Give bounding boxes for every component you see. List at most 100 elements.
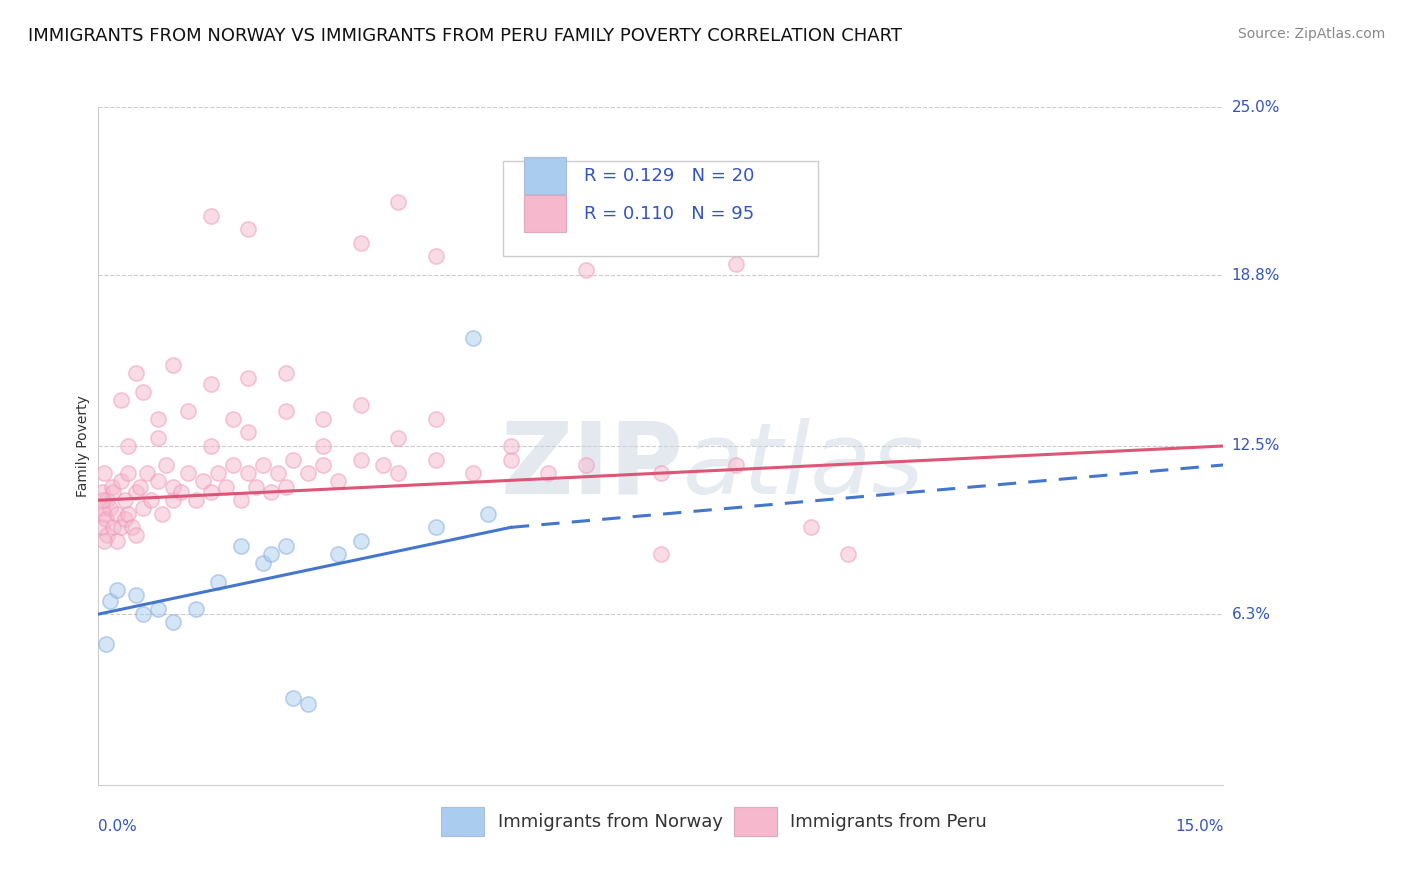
Text: 12.5%: 12.5% — [1232, 439, 1279, 453]
Point — [96, 528, 118, 542]
FancyBboxPatch shape — [441, 807, 484, 836]
Point — [387, 431, 409, 445]
Point — [105, 507, 128, 521]
Point — [425, 452, 447, 467]
Point — [575, 262, 598, 277]
Point — [91, 485, 114, 500]
FancyBboxPatch shape — [523, 156, 567, 194]
Point — [98, 593, 121, 607]
Point — [184, 493, 207, 508]
Point — [121, 520, 143, 534]
Point — [162, 358, 184, 372]
Point — [125, 528, 148, 542]
Point — [105, 533, 128, 548]
Point — [200, 485, 222, 500]
Point — [267, 466, 290, 480]
FancyBboxPatch shape — [503, 161, 818, 256]
Text: Source: ZipAtlas.com: Source: ZipAtlas.com — [1237, 27, 1385, 41]
Point — [274, 366, 297, 380]
Point — [128, 480, 150, 494]
Point — [297, 697, 319, 711]
Point — [125, 588, 148, 602]
Point — [162, 480, 184, 494]
Point — [312, 412, 335, 426]
Point — [537, 466, 560, 480]
Point — [91, 520, 114, 534]
Point — [139, 493, 162, 508]
Point — [117, 439, 139, 453]
Point — [222, 458, 245, 472]
Point — [177, 403, 200, 417]
Point — [193, 475, 215, 489]
Point — [148, 412, 170, 426]
Point — [207, 466, 229, 480]
Point — [350, 235, 373, 250]
Point — [425, 249, 447, 263]
Point — [463, 330, 485, 344]
Text: 15.0%: 15.0% — [1175, 819, 1223, 834]
Point — [238, 371, 260, 385]
Point — [162, 493, 184, 508]
Point — [425, 520, 447, 534]
Text: 6.3%: 6.3% — [1232, 607, 1271, 622]
Point — [91, 493, 114, 508]
Point — [148, 431, 170, 445]
Point — [724, 257, 747, 271]
Point — [200, 376, 222, 391]
Point — [463, 466, 485, 480]
Point — [260, 548, 283, 562]
Point — [110, 520, 132, 534]
Point — [136, 466, 159, 480]
Point — [328, 548, 350, 562]
Text: atlas: atlas — [683, 417, 925, 515]
Point — [387, 194, 409, 209]
Point — [101, 480, 124, 494]
Point — [132, 384, 155, 399]
Point — [350, 452, 373, 467]
Point — [110, 475, 132, 489]
Text: Immigrants from Norway: Immigrants from Norway — [498, 814, 723, 831]
Y-axis label: Family Poverty: Family Poverty — [76, 395, 90, 497]
Point — [200, 209, 222, 223]
Point — [162, 615, 184, 630]
Point — [650, 548, 672, 562]
FancyBboxPatch shape — [734, 807, 776, 836]
Point — [274, 539, 297, 553]
Point — [184, 601, 207, 615]
Point — [207, 574, 229, 589]
Point — [150, 507, 173, 521]
Point — [328, 475, 350, 489]
Point — [650, 466, 672, 480]
Point — [125, 485, 148, 500]
Point — [387, 466, 409, 480]
Point — [312, 439, 335, 453]
Point — [238, 466, 260, 480]
Point — [222, 412, 245, 426]
Text: Immigrants from Peru: Immigrants from Peru — [790, 814, 987, 831]
Point — [103, 520, 125, 534]
Point — [477, 507, 499, 521]
Point — [350, 533, 373, 548]
Point — [94, 512, 117, 526]
Point — [93, 533, 115, 548]
Point — [350, 398, 373, 412]
Point — [132, 607, 155, 621]
Point — [800, 520, 823, 534]
Point — [177, 466, 200, 480]
Text: R = 0.110   N = 95: R = 0.110 N = 95 — [585, 205, 755, 223]
Point — [252, 556, 274, 570]
Point — [274, 403, 297, 417]
Point — [148, 475, 170, 489]
Point — [125, 366, 148, 380]
Point — [170, 485, 193, 500]
Point — [114, 493, 136, 508]
Point — [96, 493, 118, 508]
Point — [229, 493, 252, 508]
Point — [229, 539, 252, 553]
Point — [724, 458, 747, 472]
Point — [575, 458, 598, 472]
Point — [260, 485, 283, 500]
Point — [94, 637, 117, 651]
Text: R = 0.129   N = 20: R = 0.129 N = 20 — [585, 167, 755, 186]
Text: 25.0%: 25.0% — [1232, 100, 1279, 114]
